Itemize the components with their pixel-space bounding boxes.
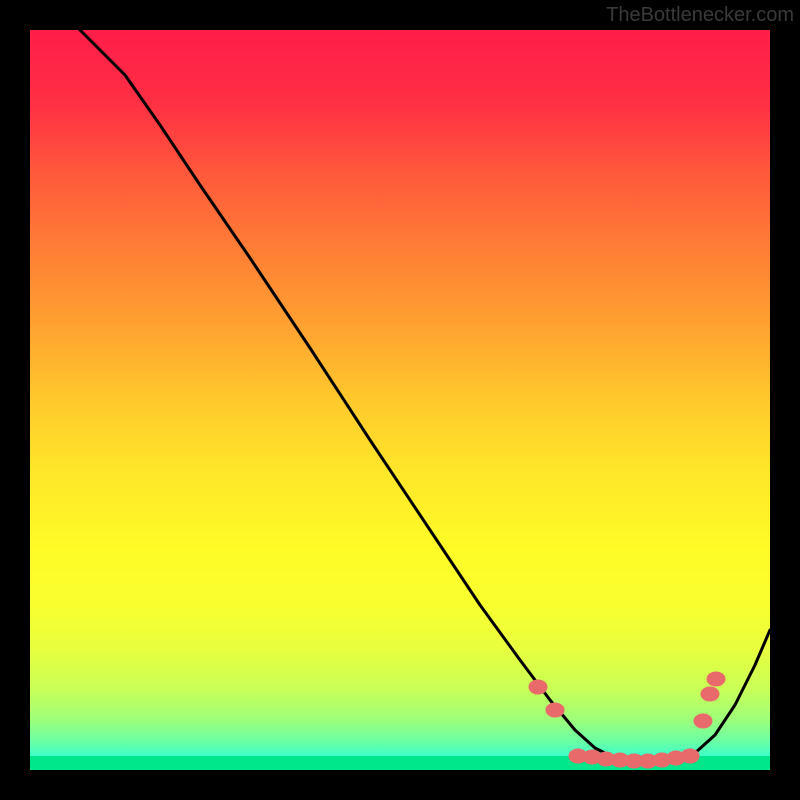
plot-area xyxy=(30,30,770,770)
curve-marker xyxy=(529,680,547,694)
plot-svg xyxy=(30,30,770,770)
figure-container: TheBottlenecker.com xyxy=(0,0,800,800)
curve-marker xyxy=(546,703,564,717)
curve-marker xyxy=(707,672,725,686)
watermark-text: TheBottlenecker.com xyxy=(606,4,794,27)
curve-marker xyxy=(701,687,719,701)
gradient-background xyxy=(30,30,770,770)
curve-marker xyxy=(681,749,699,763)
curve-marker xyxy=(694,714,712,728)
